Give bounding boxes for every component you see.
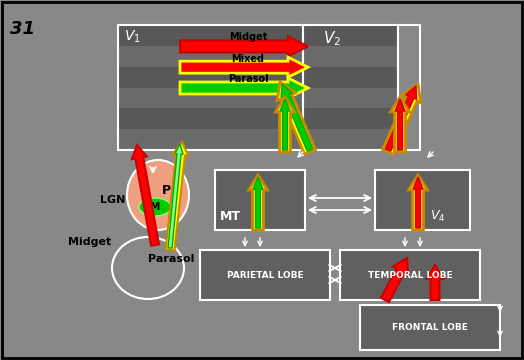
Text: M: M: [150, 202, 160, 212]
Bar: [215, 170, 305, 230]
Bar: [303, 108, 398, 129]
FancyArrow shape: [180, 36, 308, 57]
Bar: [118, 46, 303, 67]
FancyArrow shape: [409, 175, 428, 230]
Bar: [118, 129, 303, 150]
Text: Mixed: Mixed: [232, 54, 265, 64]
Bar: [200, 250, 330, 300]
Text: $V_4$: $V_4$: [430, 209, 445, 224]
FancyArrow shape: [385, 86, 417, 151]
FancyArrow shape: [276, 97, 294, 152]
Ellipse shape: [112, 237, 184, 299]
Text: $V_2$: $V_2$: [323, 29, 341, 48]
Bar: [303, 129, 398, 150]
Bar: [303, 87, 398, 108]
FancyArrow shape: [166, 142, 189, 251]
Bar: [340, 250, 480, 300]
Text: LGN: LGN: [100, 195, 126, 205]
Text: PARIETAL LOBE: PARIETAL LOBE: [227, 270, 303, 279]
FancyArrow shape: [248, 175, 267, 230]
Ellipse shape: [127, 160, 189, 230]
FancyArrow shape: [180, 57, 308, 77]
Bar: [303, 67, 398, 87]
Text: TEMPORAL LOBE: TEMPORAL LOBE: [368, 270, 452, 279]
FancyArrow shape: [413, 177, 423, 228]
Bar: [303, 25, 398, 150]
Text: Midget: Midget: [229, 32, 267, 42]
FancyArrow shape: [381, 258, 408, 302]
Text: FRONTAL LOBE: FRONTAL LOBE: [392, 323, 468, 332]
FancyArrow shape: [132, 145, 159, 246]
Bar: [118, 25, 303, 46]
Bar: [398, 25, 420, 150]
FancyArrow shape: [390, 97, 409, 152]
Ellipse shape: [139, 198, 171, 216]
Bar: [118, 67, 303, 87]
Text: Midget: Midget: [68, 237, 111, 247]
Bar: [303, 46, 398, 67]
Bar: [360, 305, 500, 350]
Bar: [303, 25, 398, 46]
FancyArrow shape: [383, 84, 421, 154]
Text: $V_1$: $V_1$: [124, 29, 141, 45]
Text: Parasol: Parasol: [148, 254, 194, 264]
Bar: [375, 170, 470, 230]
Text: P: P: [161, 184, 171, 197]
Bar: [118, 108, 303, 129]
Bar: [118, 25, 303, 150]
Text: MT: MT: [220, 210, 241, 223]
FancyArrow shape: [277, 82, 315, 154]
FancyArrow shape: [427, 265, 443, 300]
FancyArrow shape: [280, 99, 290, 150]
FancyArrow shape: [253, 177, 263, 228]
FancyArrow shape: [395, 99, 405, 150]
FancyArrow shape: [180, 78, 308, 98]
FancyArrow shape: [281, 84, 313, 151]
Text: 31: 31: [10, 20, 35, 38]
FancyArrow shape: [168, 144, 183, 248]
Text: Parasol: Parasol: [228, 74, 268, 84]
Bar: [118, 87, 303, 108]
